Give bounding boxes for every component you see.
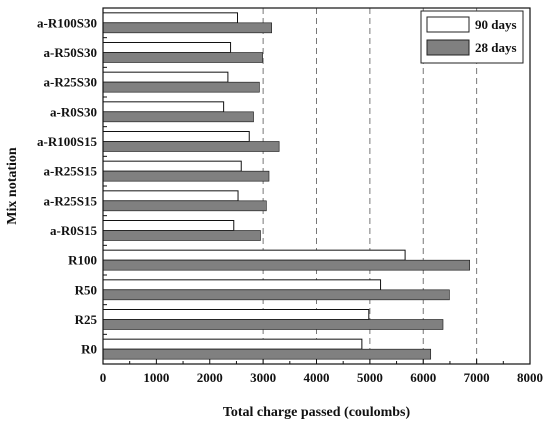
x-tick-label-8000: 8000 bbox=[517, 370, 543, 385]
bar-28-days-R100 bbox=[102, 259, 470, 271]
bar-90-days-R0 bbox=[102, 338, 363, 350]
labels: a-R100S30 a-R50S30 a-R25S30 a-R0S30 a-R100S1… bbox=[37, 7, 543, 385]
bar-28-days-a-R0S15 bbox=[102, 230, 261, 241]
bar-90-days-a-R0S30 bbox=[102, 101, 225, 113]
bar-90-days-R100 bbox=[102, 249, 406, 261]
x-tick-label-7000: 7000 bbox=[464, 370, 490, 385]
bar-28-days-a-R25S15 bbox=[102, 200, 267, 212]
bar-28-days-a-R0S30 bbox=[102, 111, 254, 123]
bar-90-days-R25 bbox=[102, 309, 370, 320]
bar-90-days-R50 bbox=[102, 279, 382, 291]
bar-28-days-R0 bbox=[102, 348, 432, 360]
x-tick-label-2000: 2000 bbox=[197, 370, 223, 385]
bar-90-days-a-R25S15 bbox=[102, 190, 239, 202]
x-tick-label-1000: 1000 bbox=[143, 370, 169, 385]
bar-90-days-a-R100S15 bbox=[102, 131, 250, 142]
bar-90-days-a-R100S30 bbox=[102, 12, 239, 24]
legend-swatch-90-days bbox=[426, 16, 470, 33]
y-tick-label-R0: R0 bbox=[81, 342, 97, 357]
bar-28-days-R25 bbox=[102, 319, 444, 330]
x-tick-label-4000: 4000 bbox=[304, 370, 330, 385]
bars bbox=[102, 12, 470, 360]
x-tick-label-0: 0 bbox=[100, 370, 107, 385]
y-tick-label-a-R0S30: a-R0S30 bbox=[50, 104, 97, 119]
bar-28-days-a-R100S15 bbox=[102, 141, 280, 152]
y-tick-label-R25: R25 bbox=[75, 312, 98, 327]
x-axis-title: Total charge passed (coulombs) bbox=[223, 405, 411, 420]
y-tick-label-a-R25S15: a-R25S15 bbox=[44, 164, 98, 179]
x-tick-label-6000: 6000 bbox=[410, 370, 436, 385]
y-tick-label-a-R50S30: a-R50S30 bbox=[44, 45, 97, 60]
legend: 90 days 28 days bbox=[420, 10, 524, 64]
y-tick-label-a-R100S15: a-R100S15 bbox=[37, 134, 97, 149]
x-tick-label-5000: 5000 bbox=[357, 370, 383, 385]
y-tick-label-R100: R100 bbox=[68, 253, 97, 268]
bar-90-days-a-R0S15 bbox=[102, 220, 235, 231]
y-tick-label-R50: R50 bbox=[75, 282, 97, 297]
bar-28-days-a-R25S30 bbox=[102, 81, 260, 93]
bar-28-days-a-R100S30 bbox=[102, 22, 272, 34]
legend-label-28-days: 28 days bbox=[475, 40, 517, 55]
bar-28-days-a-R25S15 bbox=[102, 170, 270, 182]
x-tick-label-3000: 3000 bbox=[250, 370, 276, 385]
y-tick-label-a-R25S30: a-R25S30 bbox=[44, 75, 97, 90]
y-axis-title: Mix notation bbox=[5, 147, 20, 225]
y-tick-label-a-R25S15: a-R25S15 bbox=[44, 193, 98, 208]
bar-90-days-a-R25S30 bbox=[102, 71, 229, 83]
bar-28-days-R50 bbox=[102, 289, 450, 301]
legend-label-90-days: 90 days bbox=[475, 17, 517, 32]
legend-swatch-28-days bbox=[426, 39, 470, 56]
y-tick-label-a-R0S15: a-R0S15 bbox=[50, 223, 97, 238]
bar-28-days-a-R50S30 bbox=[102, 52, 263, 63]
bar-90-days-a-R50S30 bbox=[102, 42, 232, 53]
bar-90-days-a-R25S15 bbox=[102, 160, 242, 172]
y-tick-label-a-R100S30: a-R100S30 bbox=[37, 15, 97, 30]
